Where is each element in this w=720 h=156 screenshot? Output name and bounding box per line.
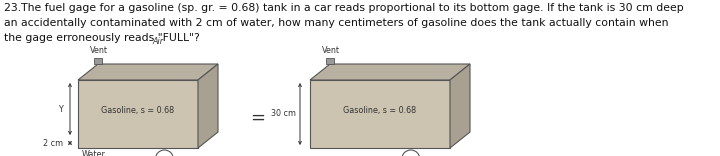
Polygon shape [78, 138, 198, 148]
Text: 30 cm: 30 cm [271, 110, 296, 119]
Bar [326, 58, 334, 64]
Polygon shape [198, 64, 218, 148]
Text: the gage erroneously reads "FULL"?: the gage erroneously reads "FULL"? [4, 33, 199, 43]
Circle shape [402, 150, 420, 156]
Text: Vent: Vent [90, 46, 108, 55]
Text: Gasoline, s = 0.68: Gasoline, s = 0.68 [102, 106, 174, 115]
Text: Vent: Vent [322, 46, 340, 55]
Polygon shape [78, 80, 198, 148]
Text: 23.The fuel gage for a gasoline (sp. gr. = 0.68) tank in a car reads proportiona: 23.The fuel gage for a gasoline (sp. gr.… [4, 3, 684, 13]
Text: Y: Y [58, 105, 63, 114]
Text: =: = [251, 108, 266, 126]
Polygon shape [310, 80, 450, 148]
Text: an accidentally contaminated with 2 cm of water, how many centimeters of gasolin: an accidentally contaminated with 2 cm o… [4, 18, 668, 28]
Polygon shape [450, 64, 470, 148]
Text: Water: Water [82, 150, 106, 156]
Text: Gasoline, s = 0.68: Gasoline, s = 0.68 [343, 106, 417, 115]
Circle shape [156, 150, 174, 156]
Text: 2 cm: 2 cm [43, 139, 63, 148]
Bar [94, 58, 102, 64]
Text: Air: Air [153, 37, 163, 46]
Polygon shape [310, 64, 470, 80]
Polygon shape [78, 64, 218, 80]
